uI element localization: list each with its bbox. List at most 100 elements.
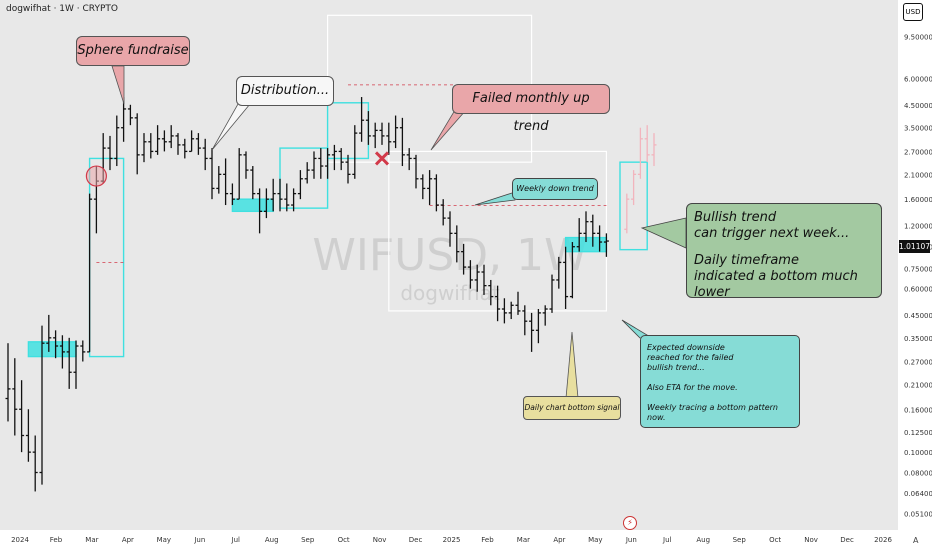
- x-tick-label-19: Aug: [696, 536, 710, 544]
- ohlc-bar-35: [243, 151, 249, 179]
- ohlc-bar-29: [202, 138, 208, 171]
- ohlc-bar-39: [270, 178, 276, 212]
- symbol-title[interactable]: dogwifhat · 1W · CRYPTO: [6, 4, 118, 14]
- ohlc-bar-68: [467, 260, 473, 289]
- y-tick-label-5: 2.10000: [904, 171, 932, 179]
- ohlc-bar-44: [304, 162, 310, 184]
- ohlc-bar-9: [66, 337, 72, 389]
- ohlc-bar-62: [427, 170, 433, 206]
- expected-line-5: Weekly tracing a bottom pattern now.: [647, 403, 778, 422]
- ohlc-bar-20: [141, 133, 147, 163]
- ohlc-bar-24: [168, 125, 174, 149]
- projection-bar-2: [637, 127, 643, 179]
- ohlc-bar-64: [440, 199, 446, 226]
- y-tick-label-11: 0.45000: [904, 312, 932, 320]
- x-tick-label-15: Apr: [553, 536, 565, 544]
- ohlc-bar-73: [501, 298, 507, 324]
- ohlc-bar-72: [495, 285, 501, 322]
- ohlc-bar-41: [284, 183, 290, 212]
- y-tick-label-16: 0.12500: [904, 429, 932, 437]
- watermark-name: dogwifhat: [400, 281, 500, 305]
- x-tick-label-24: 2026: [874, 536, 892, 544]
- currency-selector[interactable]: USD: [903, 3, 923, 21]
- auto-scale-toggle[interactable]: A: [913, 536, 919, 545]
- ohlc-bar-32: [223, 158, 229, 206]
- ohlc-bar-6: [46, 314, 52, 352]
- ohlc-bar-71: [488, 279, 494, 306]
- y-axis-ticks: 9.50000 6.00000 4.50000 3.50000 2.70000 2.100…: [904, 34, 932, 519]
- ohlc-bar-33: [229, 183, 235, 206]
- expected-downside-note[interactable]: Expected downside reached for the failed…: [640, 335, 800, 428]
- ohlc-bar-47: [325, 148, 331, 179]
- y-tick-label-17: 0.10000: [904, 449, 932, 457]
- ohlc-bar-45: [311, 151, 317, 179]
- ohlc-bar-77: [529, 312, 535, 352]
- x-tick-label-18: Jul: [662, 536, 672, 544]
- ohlc-bar-67: [461, 243, 467, 275]
- y-tick-label-15: 0.16000: [904, 406, 932, 414]
- x-tick-label-6: Jul: [231, 536, 241, 544]
- ohlc-bar-83: [569, 242, 575, 299]
- ohlc-bar-26: [182, 138, 188, 159]
- last-price-tag: 1.01107: [899, 240, 931, 253]
- x-tick-label-8: Sep: [301, 536, 315, 544]
- ohlc-bar-36: [250, 166, 256, 200]
- projection-bar-4: [651, 133, 657, 167]
- ohlc-bar-76: [522, 305, 528, 336]
- distribution-note[interactable]: Distribution...: [236, 76, 334, 106]
- x-axis-ticks: 2024 Feb Mar Apr May Jun Jul Aug Sep Oct Nov Dec 202…: [11, 536, 892, 544]
- daily-bottom-signal-note[interactable]: Daily chart bottom signal: [523, 396, 621, 420]
- price-axis-panel: [898, 0, 932, 550]
- ohlc-bar-37: [257, 188, 263, 234]
- ohlc-bar-74: [508, 301, 514, 320]
- ohlc-bar-27: [189, 130, 195, 153]
- ohlc-bar-51: [352, 125, 358, 179]
- expected-line-1: Expected downside: [647, 343, 725, 352]
- y-tick-label-12: 0.35000: [904, 335, 932, 343]
- x-tick-label-17: Jun: [625, 536, 637, 544]
- x-tick-label-12: 2025: [443, 536, 461, 544]
- y-tick-label-20: 0.05100: [904, 511, 932, 519]
- ohlc-bar-5: [39, 325, 45, 485]
- bullish-trend-note[interactable]: Bullish trend can trigger next week... D…: [686, 203, 882, 300]
- ohlc-bar-38: [263, 188, 269, 219]
- ohlc-bar-78: [535, 309, 541, 344]
- sphere-pointer: [111, 65, 125, 105]
- ohlc-bar-48: [331, 144, 337, 171]
- ohlc-bar-54: [372, 122, 378, 149]
- failed-trend-note[interactable]: Failed monthly up trend: [452, 84, 610, 134]
- ohlc-bar-11: [80, 340, 86, 362]
- ohlc-bar-59: [406, 148, 412, 171]
- ohlc-bar-28: [195, 133, 201, 155]
- daily-bottom-signal-text: Daily chart bottom signal: [524, 403, 620, 412]
- ohlc-bar-40: [277, 178, 283, 212]
- weekly-down-trend-note[interactable]: Weekly down trend: [512, 178, 598, 200]
- y-tick-label-0: 9.50000: [904, 34, 932, 42]
- bullish-line-2: can trigger next week...: [694, 226, 850, 241]
- x-tick-label-11: Dec: [409, 536, 423, 544]
- y-tick-label-4: 2.70000: [904, 148, 932, 156]
- ohlc-bar-42: [291, 188, 297, 212]
- ohlc-bar-50: [345, 154, 351, 184]
- ohlc-bar-65: [447, 211, 453, 247]
- ohlc-bar-23: [161, 130, 167, 152]
- ohlc-bar-19: [134, 113, 140, 175]
- ohlc-bar-84: [576, 218, 582, 252]
- ohlc-bar-85: [583, 211, 589, 243]
- bullish-line-3: Daily timeframe: [694, 253, 799, 268]
- ohlc-bar-56: [386, 122, 392, 155]
- x-tick-label-13: Feb: [481, 536, 494, 544]
- ohlc-bar-18: [127, 104, 133, 126]
- ohlc-bar-63: [433, 174, 439, 212]
- ohlc-bar-52: [359, 97, 365, 142]
- ohlc-bar-16: [114, 115, 120, 167]
- ohlc-bar-60: [413, 154, 419, 189]
- lightning-event-icon[interactable]: ⚡: [623, 516, 637, 530]
- sphere-fundraise-note[interactable]: Sphere fundraise: [76, 36, 190, 66]
- x-tick-label-16: May: [588, 536, 602, 544]
- ohlc-bar-21: [148, 133, 154, 159]
- ohlc-bar-10: [73, 340, 79, 389]
- projection-bar-3: [644, 125, 650, 163]
- ohlc-bar-53: [365, 111, 371, 145]
